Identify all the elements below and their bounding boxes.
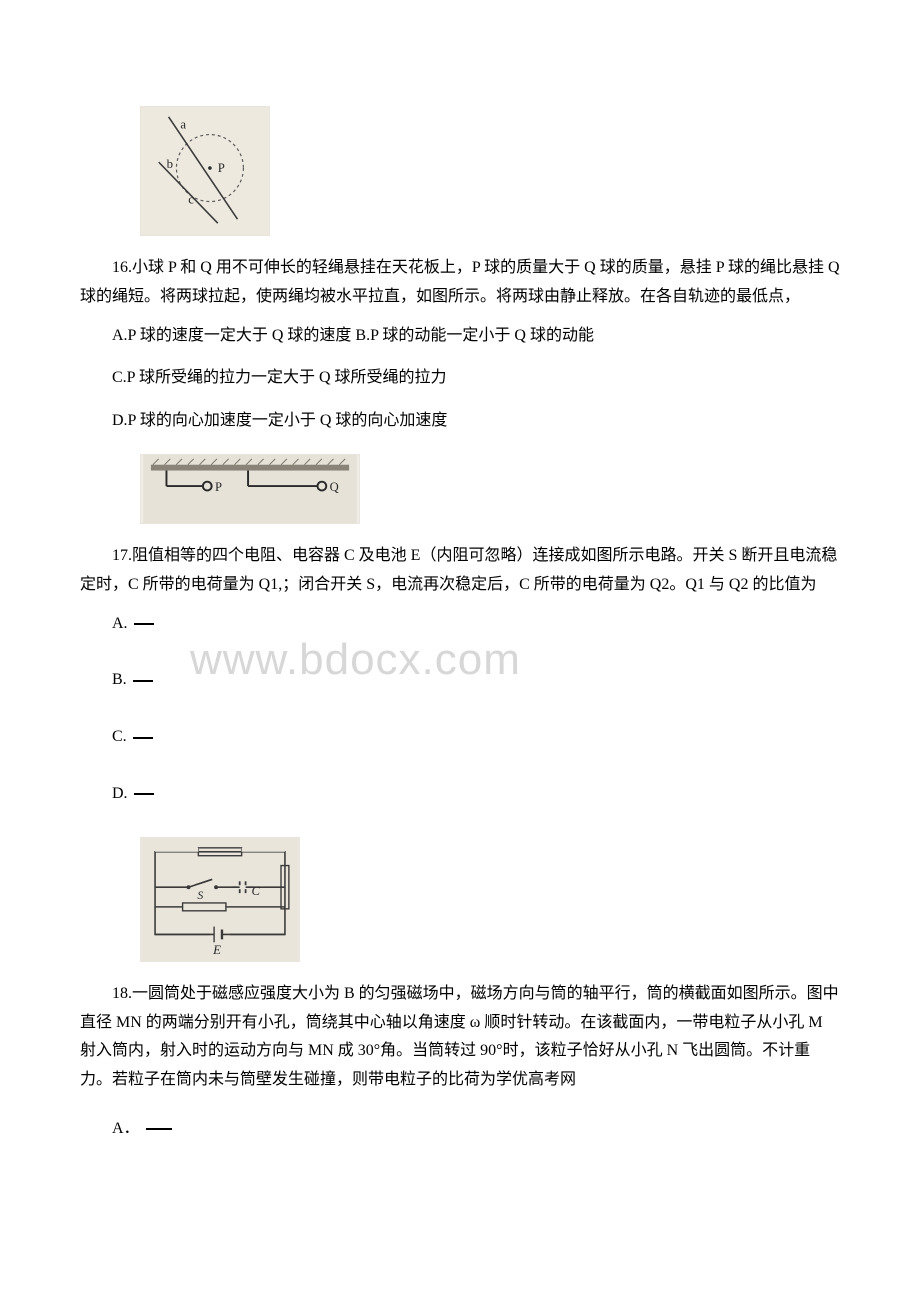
- q17-option-d: D.: [80, 780, 840, 809]
- q18-text: 18.一圆筒处于磁感应强度大小为 B 的匀强磁场中，磁场方向与筒的轴平行，筒的横…: [80, 980, 840, 1095]
- fraction-bar-icon: [146, 1128, 172, 1130]
- q17-a-label: A.: [80, 610, 128, 639]
- fig15-svg: a b c P: [140, 106, 270, 236]
- q18-a-label: A．: [80, 1115, 140, 1144]
- q17-option-b: B.: [80, 666, 840, 695]
- figure-q17: S C E: [140, 837, 840, 962]
- svg-text:E: E: [212, 943, 221, 957]
- q16-option-ab: A.P 球的速度一定大于 Q 球的速度 B.P 球的动能一定小于 Q 球的动能: [80, 322, 840, 351]
- page-content: a b c P 16.小球 P 和 Q 用不可伸长的轻绳悬挂在天花板上，P 球的…: [80, 106, 840, 1144]
- fraction-bar-icon: [133, 680, 153, 682]
- svg-text:C: C: [251, 884, 260, 898]
- q17-option-a: A.: [80, 610, 840, 639]
- figure-q16: P Q: [140, 454, 840, 524]
- svg-text:P: P: [215, 480, 222, 494]
- question-18: 18.一圆筒处于磁感应强度大小为 B 的匀强磁场中，磁场方向与筒的轴平行，筒的横…: [80, 980, 840, 1144]
- q17-d-label: D.: [80, 780, 128, 809]
- svg-text:c: c: [188, 192, 194, 206]
- fraction-bar-icon: [134, 793, 154, 795]
- svg-text:Q: Q: [330, 480, 339, 494]
- fraction-bar-icon: [134, 623, 154, 625]
- fraction-bar-icon: [133, 737, 153, 739]
- fig17-svg: S C E: [140, 837, 300, 962]
- fig16-svg: P Q: [140, 454, 360, 524]
- question-16: 16.小球 P 和 Q 用不可伸长的轻绳悬挂在天花板上，P 球的质量大于 Q 球…: [80, 254, 840, 436]
- question-17: 17.阻值相等的四个电阻、电容器 C 及电池 E（内阻可忽略）连接成如图所示电路…: [80, 542, 840, 809]
- svg-text:P: P: [218, 161, 225, 175]
- q16-text: 16.小球 P 和 Q 用不可伸长的轻绳悬挂在天花板上，P 球的质量大于 Q 球…: [80, 254, 840, 312]
- q16-option-c: C.P 球所受绳的拉力一定大于 Q 球所受绳的拉力: [80, 364, 840, 393]
- q17-option-c: C.: [80, 723, 840, 752]
- svg-text:a: a: [180, 118, 186, 132]
- q17-text: 17.阻值相等的四个电阻、电容器 C 及电池 E（内阻可忽略）连接成如图所示电路…: [80, 542, 840, 600]
- q18-option-a: A．: [80, 1115, 840, 1144]
- svg-text:b: b: [167, 157, 173, 171]
- q16-option-d: D.P 球的向心加速度一定小于 Q 球的向心加速度: [80, 407, 840, 436]
- q17-c-label: C.: [80, 723, 127, 752]
- q17-b-label: B.: [80, 666, 127, 695]
- svg-text:S: S: [197, 888, 203, 902]
- figure-q15: a b c P: [140, 106, 840, 236]
